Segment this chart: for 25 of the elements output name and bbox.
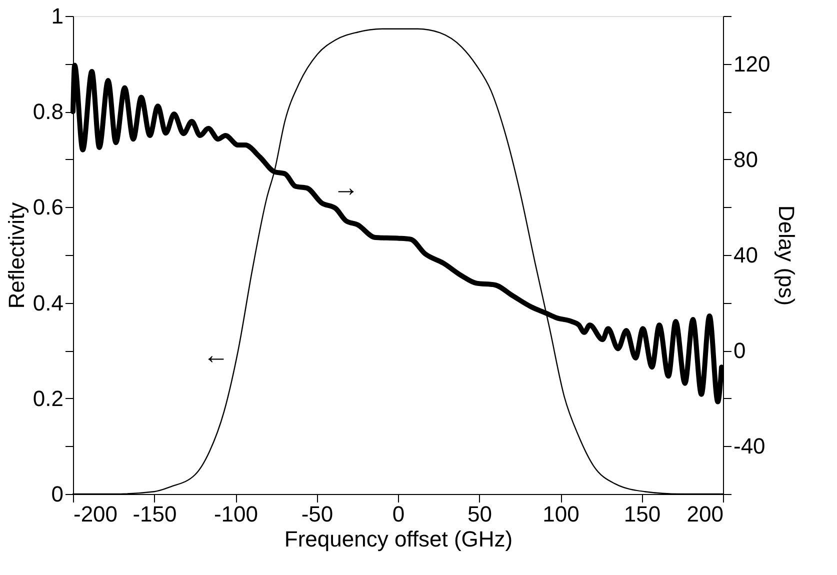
x-tick-label: 50 (468, 502, 492, 526)
x-tick-label: 100 (542, 502, 580, 526)
y2-tick-label: 120 (734, 51, 770, 76)
x-tick-label: -200 (74, 502, 118, 526)
y-tick-label: 1 (51, 4, 64, 28)
y2-axis-title: Delay (ps) (774, 205, 800, 306)
y-tick-label: 0.2 (32, 386, 64, 411)
annotation: → (333, 172, 359, 202)
x-tick-label: 200 (686, 502, 724, 526)
x-tick-label: -150 (132, 502, 177, 526)
x-tick-label: 150 (624, 502, 661, 526)
y2-tick-label: 80 (734, 146, 758, 172)
y2-tick-label: -40 (734, 434, 766, 459)
y-tick-label: 0.6 (32, 194, 64, 220)
x-tick-label: -50 (301, 502, 334, 526)
y-axis-title: Reflectivity (4, 202, 29, 309)
y-tick-label: 0 (51, 482, 64, 506)
annotation: ← (203, 339, 229, 370)
x-axis-title: Frequency offset (GHz) (284, 526, 513, 552)
x-tick-label: 0 (392, 502, 405, 526)
y-tick-label: 0.4 (32, 290, 64, 316)
x-tick-label: -100 (214, 502, 258, 526)
y2-tick-label: 40 (734, 242, 758, 268)
y2-tick-label: 0 (734, 338, 746, 364)
y-tick-label: 0.8 (32, 99, 64, 124)
